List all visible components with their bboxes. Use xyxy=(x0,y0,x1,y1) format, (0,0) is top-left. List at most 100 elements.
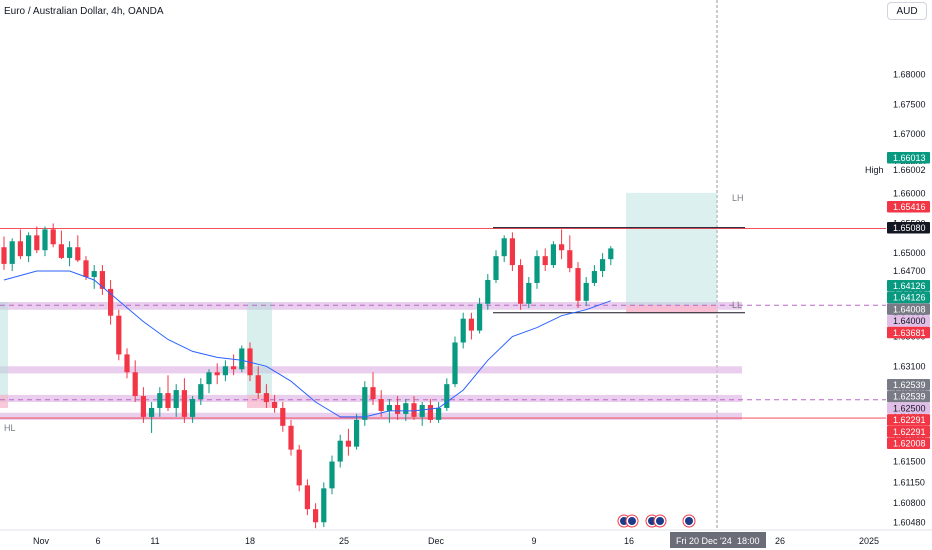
candle[interactable] xyxy=(542,256,548,266)
support-zone[interactable] xyxy=(0,366,742,374)
candle[interactable] xyxy=(83,260,89,277)
price-tag[interactable] xyxy=(887,425,930,438)
candle[interactable] xyxy=(526,282,532,304)
candle[interactable] xyxy=(124,354,130,373)
time-axis[interactable]: Nov 6 11 18 25 Dec 9 16 26 2025 xyxy=(33,536,879,546)
candle[interactable] xyxy=(157,393,163,408)
candle[interactable] xyxy=(436,407,442,420)
candle[interactable] xyxy=(460,318,466,343)
candle[interactable] xyxy=(345,440,351,447)
flag-icon[interactable] xyxy=(625,514,639,528)
flag-icon[interactable] xyxy=(682,514,696,528)
price-tag[interactable] xyxy=(887,379,930,391)
candle[interactable] xyxy=(272,402,278,408)
candle[interactable] xyxy=(1,247,7,264)
candle[interactable] xyxy=(386,404,392,411)
candle[interactable] xyxy=(222,366,228,376)
candle[interactable] xyxy=(583,282,589,301)
candle[interactable] xyxy=(263,393,269,403)
candle[interactable] xyxy=(411,403,417,417)
candle[interactable] xyxy=(477,303,483,331)
candle[interactable] xyxy=(190,399,196,417)
candle[interactable] xyxy=(313,509,319,523)
candle[interactable] xyxy=(198,384,204,400)
candle[interactable] xyxy=(600,259,606,272)
candle[interactable] xyxy=(140,396,146,417)
price-tag[interactable] xyxy=(887,315,930,327)
candle[interactable] xyxy=(296,449,302,486)
candle[interactable] xyxy=(288,425,294,450)
price-tag[interactable] xyxy=(887,437,930,450)
candle[interactable] xyxy=(34,235,40,251)
price-tag[interactable] xyxy=(887,303,930,315)
candle[interactable] xyxy=(354,419,360,447)
candle[interactable] xyxy=(427,404,433,420)
candle[interactable] xyxy=(321,488,327,523)
candle[interactable] xyxy=(255,375,261,394)
candle[interactable] xyxy=(58,244,64,258)
candle[interactable] xyxy=(304,485,310,510)
moving-average-line[interactable] xyxy=(3,270,611,418)
candle[interactable] xyxy=(26,235,32,257)
support-zone[interactable] xyxy=(0,412,742,420)
candle[interactable] xyxy=(493,256,499,280)
candle[interactable] xyxy=(534,256,540,283)
candle[interactable] xyxy=(608,248,614,260)
candle[interactable] xyxy=(362,387,368,420)
candle[interactable] xyxy=(239,348,245,370)
candle[interactable] xyxy=(378,399,384,411)
candle[interactable] xyxy=(108,288,114,316)
candle[interactable] xyxy=(214,372,220,376)
candle[interactable] xyxy=(468,318,474,331)
price-tag[interactable] xyxy=(887,402,930,414)
candle[interactable] xyxy=(403,403,409,414)
price-tag[interactable] xyxy=(887,280,930,292)
candle[interactable] xyxy=(99,271,105,289)
candle[interactable] xyxy=(116,315,122,355)
candle[interactable] xyxy=(181,390,187,417)
candle[interactable] xyxy=(395,404,401,414)
candle[interactable] xyxy=(559,244,565,251)
flag-icon[interactable] xyxy=(653,514,667,528)
candle[interactable] xyxy=(518,265,524,304)
candle[interactable] xyxy=(329,461,335,489)
candle[interactable] xyxy=(17,241,23,257)
candle[interactable] xyxy=(567,250,573,269)
candle[interactable] xyxy=(231,366,237,370)
candle[interactable] xyxy=(50,229,56,245)
candle[interactable] xyxy=(452,342,458,385)
candle[interactable] xyxy=(550,244,556,266)
candle[interactable] xyxy=(509,238,515,266)
candle[interactable] xyxy=(173,390,179,408)
candle[interactable] xyxy=(485,279,491,304)
candle[interactable] xyxy=(591,271,597,283)
support-zone[interactable] xyxy=(0,302,742,310)
candle[interactable] xyxy=(575,268,581,301)
candle[interactable] xyxy=(370,387,376,400)
candle[interactable] xyxy=(419,404,425,417)
candle[interactable] xyxy=(337,440,343,462)
candle[interactable] xyxy=(67,247,73,258)
price-tag[interactable] xyxy=(887,390,930,403)
candle[interactable] xyxy=(444,384,450,408)
position-target-area[interactable] xyxy=(626,192,717,305)
candle[interactable] xyxy=(9,241,15,264)
candle[interactable] xyxy=(165,393,171,408)
candle[interactable] xyxy=(206,372,212,385)
candle[interactable] xyxy=(280,407,286,426)
candle[interactable] xyxy=(75,247,81,261)
position-stop-area[interactable] xyxy=(626,304,717,314)
currency-button[interactable]: AUD xyxy=(887,2,927,20)
candle[interactable] xyxy=(42,229,48,251)
price-tag[interactable] xyxy=(887,152,930,164)
candle[interactable] xyxy=(501,238,507,257)
candle[interactable] xyxy=(91,271,97,277)
price-tag[interactable] xyxy=(887,291,930,304)
price-tag[interactable] xyxy=(887,414,930,426)
price-tag[interactable] xyxy=(887,164,930,176)
candle[interactable] xyxy=(149,407,155,417)
price-tag[interactable] xyxy=(887,222,930,234)
price-tag[interactable] xyxy=(887,326,930,339)
candle[interactable] xyxy=(132,372,138,397)
